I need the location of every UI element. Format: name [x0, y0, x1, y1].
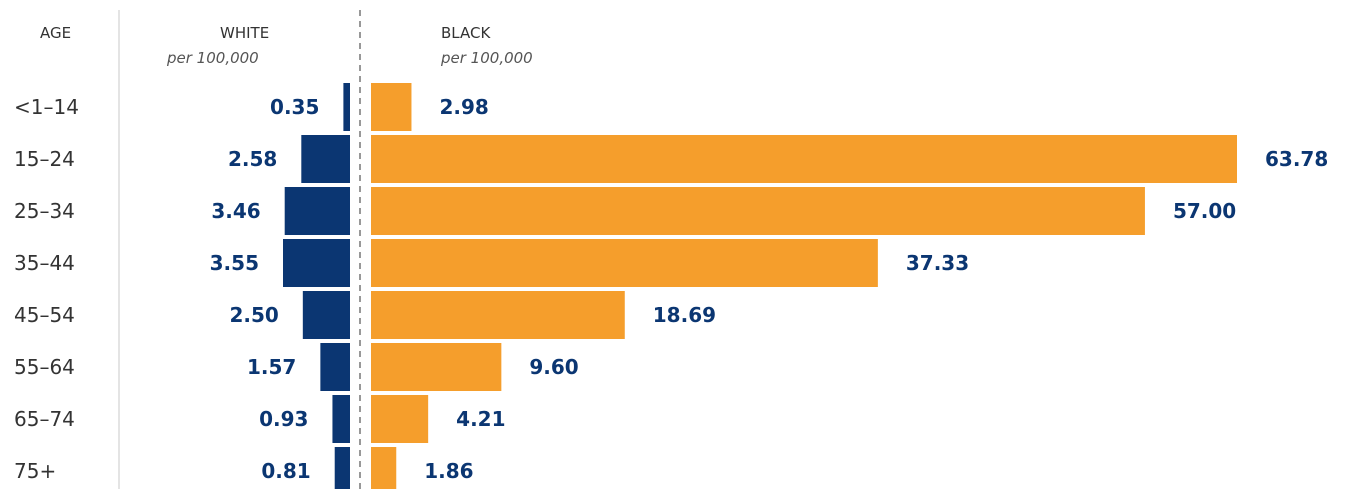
age-label: 45–54 [14, 303, 75, 327]
white-bar [320, 343, 350, 391]
white-value-label: 2.58 [228, 147, 277, 171]
white-bar [334, 447, 350, 489]
age-column-header: AGE [40, 24, 71, 42]
black-bar [371, 343, 502, 391]
black-value-label: 18.69 [653, 303, 716, 327]
black-bar [371, 395, 429, 443]
age-label: 65–74 [14, 407, 75, 431]
black-value-label: 4.21 [456, 407, 505, 431]
white-bar [284, 187, 350, 235]
age-label: <1–14 [14, 95, 79, 119]
white-value-label: 3.46 [211, 199, 260, 223]
white-value-label: 2.50 [229, 303, 278, 327]
white-bar [343, 83, 350, 131]
black-bar [371, 239, 878, 287]
white-bar [302, 291, 350, 339]
white-bar [283, 239, 350, 287]
black-bar [371, 291, 625, 339]
white-value-label: 0.81 [261, 459, 310, 483]
age-label: 35–44 [14, 251, 75, 275]
black-bar [371, 187, 1145, 235]
white-value-label: 0.35 [270, 95, 319, 119]
age-label: 55–64 [14, 355, 75, 379]
white-value-label: 3.55 [210, 251, 259, 275]
black-series-header: BLACK [441, 24, 491, 42]
chart-rows: <1–14 0.35 2.98 15–24 2.58 63.78 25–34 3.46 57.0… [14, 83, 1328, 489]
black-value-label: 57.00 [1173, 199, 1236, 223]
white-bar [301, 135, 350, 183]
white-value-label: 0.93 [259, 407, 308, 431]
black-value-label: 9.60 [529, 355, 578, 379]
white-value-label: 1.57 [247, 355, 296, 379]
black-series-unit: per 100,000 [440, 49, 533, 67]
black-bar [371, 135, 1237, 183]
black-value-label: 2.98 [439, 95, 488, 119]
white-series-header: WHITE [220, 24, 269, 42]
black-value-label: 63.78 [1265, 147, 1328, 171]
white-series-unit: per 100,000 [166, 49, 259, 67]
white-bar [332, 395, 350, 443]
age-label: 25–34 [14, 199, 75, 223]
age-label: 75+ [14, 459, 56, 483]
black-value-label: 1.86 [424, 459, 473, 483]
black-bar [371, 447, 397, 489]
age-label: 15–24 [14, 147, 75, 171]
black-bar [371, 83, 412, 131]
black-value-label: 37.33 [906, 251, 969, 275]
